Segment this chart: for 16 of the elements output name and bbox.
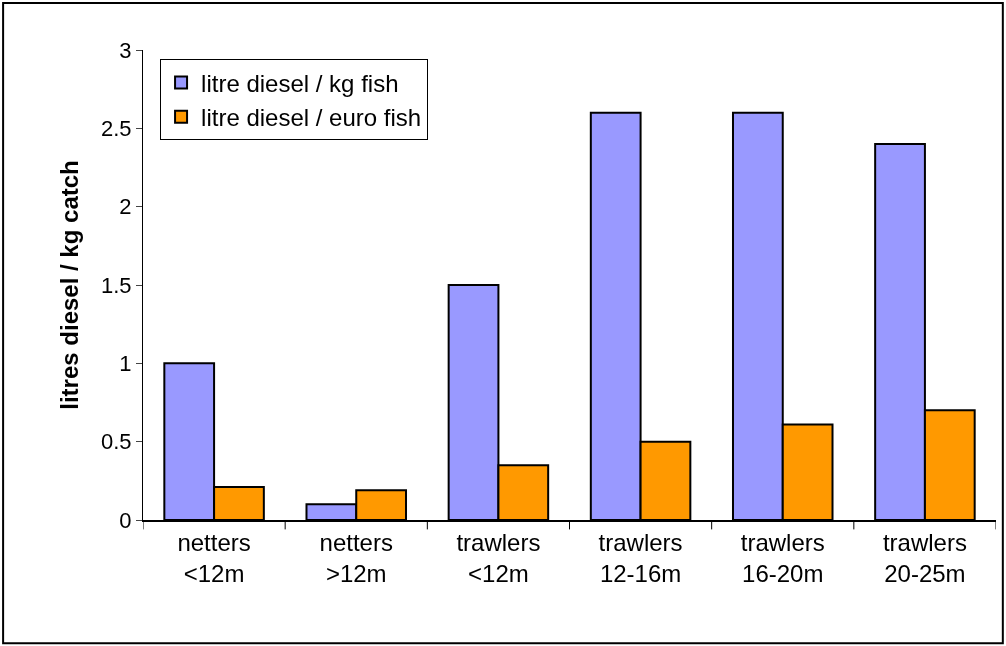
x-tick-label: netters <12m xyxy=(177,528,251,587)
y-tick-label: 1.5 xyxy=(101,272,132,298)
x-tick-label: trawlers 16-20m xyxy=(740,528,825,587)
y-tick-label: 3 xyxy=(119,37,132,63)
y-axis-title: litres diesel / kg catch xyxy=(56,160,84,410)
y-tick-label: 2 xyxy=(119,194,132,220)
y-tick-label: 0.5 xyxy=(101,429,132,455)
x-tick-label: trawlers 20-25m xyxy=(882,528,967,587)
y-tick-label: 2.5 xyxy=(101,116,132,142)
x-tick-label: netters >12m xyxy=(319,528,393,587)
x-tick-label: trawlers 12-16m xyxy=(598,528,683,587)
x-tick-label: trawlers <12m xyxy=(456,528,541,587)
y-tick-label: 0 xyxy=(119,507,132,533)
legend-label: litre diesel / euro fish xyxy=(201,104,422,132)
legend-label: litre diesel / kg fish xyxy=(201,69,399,97)
y-tick-label: 1 xyxy=(119,351,132,377)
